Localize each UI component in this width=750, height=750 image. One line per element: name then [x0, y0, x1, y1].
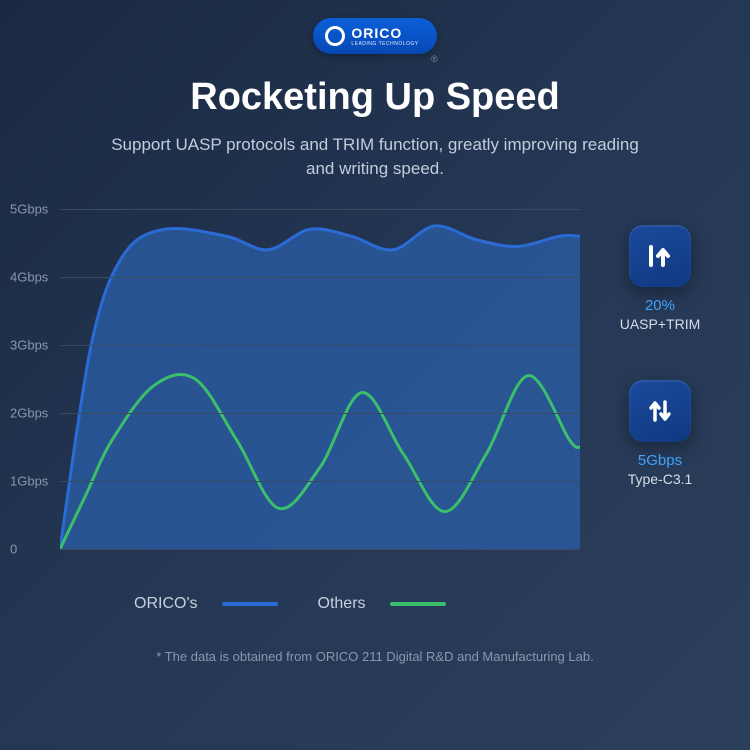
transfer-icon — [629, 380, 691, 442]
chart-svg — [60, 209, 580, 549]
brand-tagline: LEADING TECHNOLOGY — [351, 41, 418, 47]
badge-value: 20% — [645, 297, 675, 314]
chart-legend: ORICO's Others — [134, 595, 750, 613]
badge-label: UASP+TRIM — [620, 316, 701, 332]
y-axis-label: 4Gbps — [10, 269, 48, 284]
badge-label: Type-C3.1 — [628, 471, 693, 487]
subheadline: Support UASP protocols and TRIM function… — [105, 133, 645, 181]
legend-label: ORICO's — [134, 595, 198, 613]
y-axis-label: 2Gbps — [10, 405, 48, 420]
legend-item: ORICO's — [134, 595, 278, 613]
feature-badges: 20% UASP+TRIM 5Gbps Type-C3.1 — [580, 209, 740, 589]
legend-swatch — [390, 602, 446, 606]
brand-logo: ORICO LEADING TECHNOLOGY — [0, 0, 750, 54]
logo-o-icon — [325, 26, 345, 46]
y-axis-label: 5Gbps — [10, 201, 48, 216]
y-axis-label: 1Gbps — [10, 473, 48, 488]
brand-name: ORICO — [351, 25, 418, 41]
footnote: * The data is obtained from ORICO 211 Di… — [0, 649, 750, 664]
legend-label: Others — [318, 595, 366, 613]
speed-chart: 01Gbps2Gbps3Gbps4Gbps5Gbps — [0, 209, 580, 589]
badge-typec: 5Gbps Type-C3.1 — [628, 380, 693, 487]
badge-uasp-trim: 20% UASP+TRIM — [620, 225, 701, 332]
legend-item: Others — [318, 595, 446, 613]
headline: Rocketing Up Speed — [0, 76, 750, 119]
registered-mark: ® — [431, 54, 438, 64]
badge-value: 5Gbps — [638, 452, 682, 469]
y-axis-label: 3Gbps — [10, 337, 48, 352]
speed-up-icon — [629, 225, 691, 287]
y-axis-label: 0 — [10, 541, 17, 556]
legend-swatch — [222, 602, 278, 606]
